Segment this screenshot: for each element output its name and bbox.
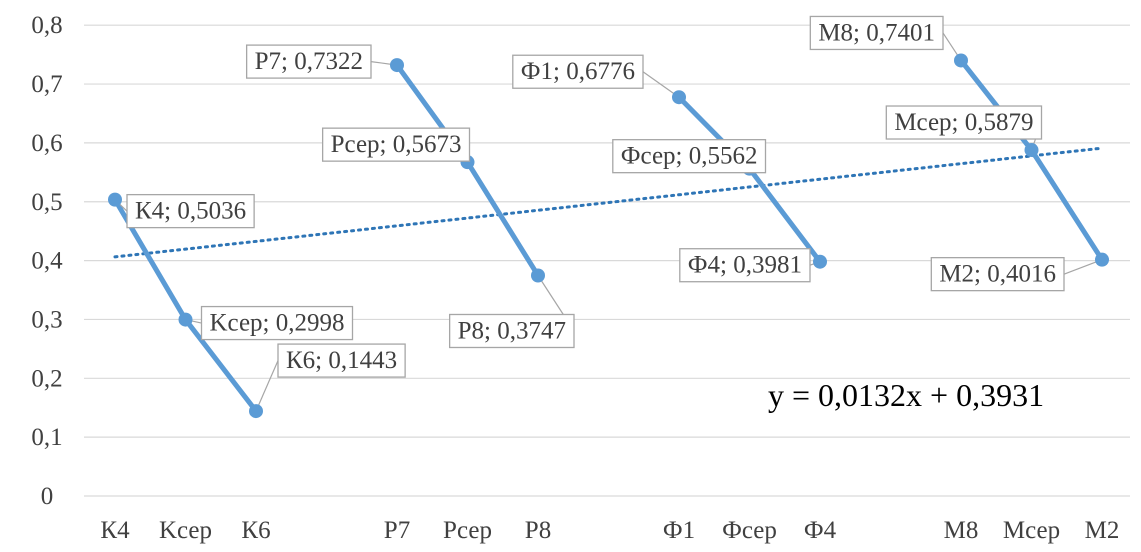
y-tick-label: 0,2	[31, 365, 62, 392]
label-leader-line	[642, 71, 680, 98]
data-point	[672, 90, 686, 105]
data-label-box	[277, 343, 406, 378]
x-tick-label: К6	[241, 517, 270, 544]
data-labels: К4; 0,5036 Kсер; 0,2998 К6; 0,1443 Р7; 0,73…	[126, 15, 1065, 378]
x-tick-label: Ф1	[663, 517, 695, 544]
y-tick-label: 0,1	[31, 424, 62, 451]
x-tick-label: Kсер	[159, 517, 212, 544]
data-label: К6; 0,1443	[286, 347, 397, 374]
data-label: Kсер; 0,2998	[210, 310, 345, 337]
data-point	[954, 53, 968, 68]
label-leaders	[114, 32, 1103, 412]
series-line-segment	[112, 197, 259, 414]
label-leader-line	[255, 360, 279, 412]
series-line-segment	[958, 57, 1105, 263]
data-point	[249, 404, 263, 419]
y-tick-label: 0,3	[31, 306, 62, 333]
trendline	[113, 146, 1104, 259]
trendline-equation: y = 0,0132x + 0,3931	[768, 377, 1044, 413]
data-label: Мсер; 0,5879	[894, 109, 1033, 136]
data-point	[813, 254, 827, 269]
x-tick-label: Рсер	[443, 517, 492, 544]
data-label-box	[245, 44, 372, 79]
series-line-segment	[394, 62, 541, 278]
data-label-box	[321, 127, 471, 162]
data-label-box	[126, 193, 255, 229]
trendline-path	[113, 146, 1104, 259]
data-point	[1095, 252, 1109, 267]
data-label: Ф1; 0,6776	[521, 58, 635, 85]
x-tick-label: Фсер	[722, 517, 777, 544]
data-label-box	[448, 313, 575, 349]
y-tick-label: 0,5	[31, 189, 62, 216]
data-label: Ф4; 0,3981	[688, 252, 802, 279]
x-tick-label: Р7	[384, 517, 410, 544]
data-point	[531, 268, 545, 283]
y-tick-label: 0,4	[31, 248, 63, 275]
data-label: М8; 0,7401	[818, 19, 935, 46]
data-label: Рсер; 0,5673	[331, 131, 462, 158]
x-tick-label: Ф4	[804, 517, 837, 544]
x-tick-label: М2	[1085, 517, 1120, 544]
data-label-box	[512, 54, 644, 89]
x-tick-label: М8	[944, 517, 979, 544]
x-axis-ticks: К4 Kсер К6 Р7 Рсер Р8 Ф1 Фсер Ф4 М8 Мсер М2	[100, 517, 1119, 544]
y-tick-label: 0,7	[31, 71, 62, 98]
data-point	[390, 58, 404, 73]
data-label-box	[809, 15, 944, 51]
data-point	[1024, 143, 1039, 158]
y-tick-label: 0,6	[31, 130, 62, 157]
x-tick-label: Р8	[525, 517, 551, 544]
data-label: Фсер; 0,5562	[621, 143, 758, 170]
y-tick-label: 0,8	[31, 12, 62, 39]
series-line-segment	[676, 94, 823, 265]
data-label-box	[885, 105, 1043, 140]
series-points	[108, 53, 1109, 419]
data-point	[108, 192, 122, 207]
data-point	[178, 312, 193, 327]
y-axis-ticks: 0 0,1 0,2 0,3 0,4 0,5 0,6 0,7 0,8	[31, 12, 63, 510]
x-tick-label: Мсер	[1003, 517, 1060, 544]
x-tick-label: К4	[100, 517, 130, 544]
data-label: К4; 0,5036	[135, 198, 246, 225]
y-tick-label: 0	[41, 483, 54, 510]
data-label: Р8; 0,3747	[458, 317, 566, 344]
data-label-box	[612, 139, 767, 174]
data-label: Р7; 0,7322	[255, 48, 363, 75]
data-label-box	[200, 305, 354, 341]
data-label-box	[930, 257, 1065, 292]
data-label: М2; 0,4016	[939, 261, 1056, 288]
data-label-box	[679, 248, 811, 283]
